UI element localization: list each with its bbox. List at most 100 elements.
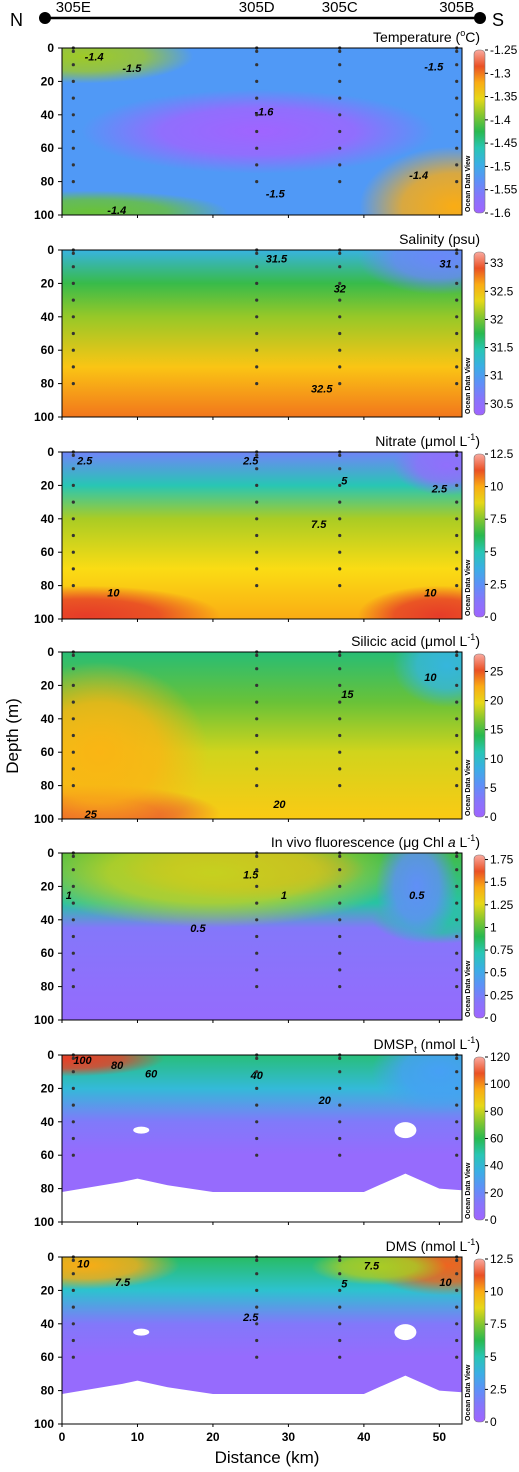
sample-point — [71, 968, 75, 972]
field-anomaly — [62, 1257, 180, 1290]
y-tick-label: 40 — [41, 913, 55, 927]
panel-title: Temperature (oC) — [373, 28, 480, 45]
sample-point — [338, 1258, 342, 1262]
sample-point — [455, 1272, 459, 1276]
sample-point — [455, 884, 459, 889]
sample-point — [338, 517, 342, 521]
field — [62, 452, 462, 619]
contour-label: 10 — [439, 1277, 452, 1289]
sample-point — [255, 934, 259, 939]
y-tick-label: 80 — [41, 579, 55, 593]
sample-point — [455, 113, 459, 117]
colorbar-tick-label: 20 — [490, 1186, 504, 1200]
colorbar-tick-label: 5 — [490, 1350, 497, 1364]
sample-point — [455, 1258, 459, 1262]
colorbar-tick-label: 5 — [490, 781, 497, 795]
y-tick-label: 40 — [41, 108, 55, 122]
sample-point — [71, 129, 75, 134]
sample-point — [338, 854, 342, 858]
y-tick-label: 60 — [41, 1148, 55, 1162]
contour-label: 80 — [111, 1060, 124, 1072]
contour-label: 0.5 — [190, 923, 206, 935]
watermark: Ocean Data View — [465, 1162, 472, 1219]
sample-point — [338, 49, 342, 53]
sample-point — [255, 1288, 259, 1292]
y-tick-label: 100 — [34, 1215, 54, 1229]
sample-point — [338, 1322, 342, 1326]
y-tick-label: 100 — [34, 812, 54, 826]
x-tick-label: 30 — [282, 1430, 296, 1444]
sample-point — [338, 533, 342, 538]
sample-point — [255, 129, 259, 134]
sample-point — [71, 1136, 75, 1141]
colorbar-tick-label: 0.25 — [490, 988, 514, 1002]
y-tick-label: 80 — [41, 1384, 55, 1398]
sample-point — [71, 733, 75, 738]
sample-point — [71, 348, 75, 352]
sample-point — [71, 1322, 75, 1326]
sample-point — [255, 517, 259, 521]
colorbar-tick-label: 10 — [490, 1285, 504, 1299]
colorbar-tick-label: 7.5 — [490, 512, 507, 526]
sample-point — [71, 1070, 75, 1074]
watermark: Ocean Data View — [465, 559, 472, 616]
colorbar-tick-label: -1.6 — [490, 206, 511, 220]
sample-point — [71, 79, 75, 83]
x-tick-label: 10 — [131, 1430, 145, 1444]
colorbar-tick-label: -1.4 — [490, 113, 511, 127]
sample-point — [255, 1258, 259, 1262]
south-endpoint — [474, 12, 486, 24]
plot-frame — [61, 47, 463, 216]
sample-point — [71, 717, 75, 721]
colorbar-tick-label: 0 — [490, 1213, 497, 1227]
field-anomaly — [62, 1055, 165, 1077]
sample-point — [255, 483, 259, 487]
sample-point — [255, 717, 259, 721]
sample-point — [338, 934, 342, 939]
colorbar — [473, 854, 486, 1019]
contour-label: 2.5 — [431, 484, 448, 496]
sample-point — [338, 1338, 342, 1343]
sample-point — [338, 348, 342, 352]
colorbar-tick-label: 0.5 — [490, 966, 507, 980]
sample-point — [338, 382, 342, 386]
sample-point — [71, 281, 75, 285]
sample-point — [255, 854, 259, 858]
contour-label: 10 — [424, 672, 437, 684]
north-endpoint — [39, 12, 51, 24]
sample-point — [338, 667, 342, 671]
sample-point — [455, 348, 459, 352]
colorbar-tick-label: 10 — [490, 480, 504, 494]
colorbar — [473, 1056, 486, 1221]
contour-label: 1 — [281, 890, 287, 902]
colorbar-tick-label: 1.75 — [490, 853, 514, 867]
contour-label: 31 — [439, 258, 451, 270]
sample-point — [338, 146, 342, 150]
sample-point — [338, 1153, 342, 1157]
y-tick-label: 100 — [34, 1013, 54, 1027]
sample-point — [338, 467, 342, 471]
sample-point — [455, 1120, 459, 1124]
sample-point — [255, 331, 259, 336]
x-tick-label: 40 — [357, 1430, 371, 1444]
sample-point — [71, 146, 75, 150]
sample-point — [71, 1355, 75, 1359]
sample-point — [255, 382, 259, 386]
sample-point — [455, 567, 459, 571]
sample-point — [71, 180, 75, 184]
colorbar — [473, 251, 486, 416]
sample-point — [255, 868, 259, 872]
sample-point — [455, 733, 459, 738]
contour-label: 7.5 — [311, 519, 327, 531]
sample-point — [255, 784, 259, 788]
y-tick-label: 40 — [41, 1317, 55, 1331]
sample-point — [255, 348, 259, 352]
sample-point — [255, 918, 259, 922]
sample-point — [455, 868, 459, 872]
sample-point — [255, 550, 259, 554]
sample-point — [455, 951, 459, 955]
sample-point — [455, 281, 459, 285]
panel-title: DMSPt (nmol L-1) — [374, 1035, 481, 1056]
